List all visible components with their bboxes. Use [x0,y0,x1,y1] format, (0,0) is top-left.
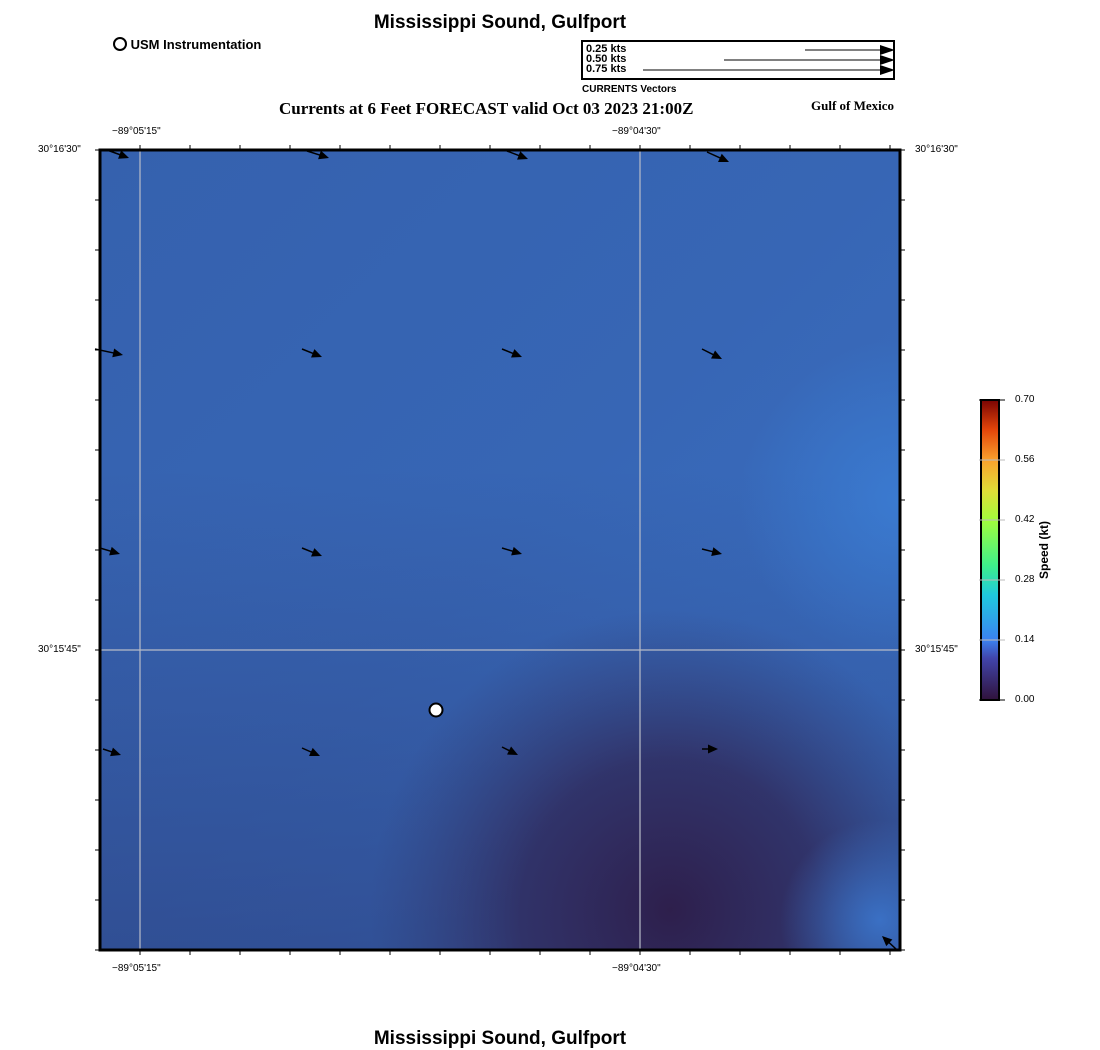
current-arrow-icon [701,348,722,360]
subtitle: Currents at 6 Feet FORECAST valid Oct 03… [279,99,694,118]
current-arrow-icon [94,348,124,358]
vector-legend-caption: CURRENTS Vectors [582,84,677,95]
current-arrow-icon [706,151,730,162]
current-arrow-icon [301,547,322,557]
usm-legend: USM Instrumentation [113,37,261,52]
current-arrow-icon [702,744,718,754]
current-arrow-icon [501,546,523,556]
bottom-tick-2: −89°04'30" [612,963,661,974]
vector-legend: 0.25 kts 0.50 kts 0.75 kts [581,40,895,80]
right-tick-2: 30°15'45" [915,644,958,655]
speed-field [100,150,900,950]
map-title: Mississippi Sound, Gulfport [373,12,627,33]
colorbar-tick-label: 0.28 [1015,574,1035,585]
current-vectors [94,149,897,950]
bottom-tick-1: −89°05'15" [112,963,161,974]
current-arrow-icon [301,747,321,757]
colorbar-tick-label: 0.56 [1015,454,1035,465]
right-tick-1: 30°16'30" [915,144,958,155]
colorbar-tick-label: 0.70 [1015,394,1035,405]
top-tick-1: −89°05'15" [112,126,161,137]
left-tick-2: 30°15'45" [38,644,81,655]
gridlines [100,150,900,950]
current-arrow-icon [882,935,897,950]
vector-legend-arrows [643,45,893,75]
colorbar [980,399,1000,701]
current-arrow-icon [301,348,322,358]
current-arrow-icon [501,746,519,756]
current-arrow-icon [501,348,522,358]
usm-instrument-marker[interactable] [428,702,444,718]
colorbar-tick-label: 0.00 [1015,694,1035,705]
footer-title: Mississippi Sound, Gulfport [373,1028,627,1049]
map-frame [98,148,902,952]
legend-050: 0.50 kts [586,53,627,65]
colorbar-tick-label: 0.14 [1015,634,1035,645]
legend-075: 0.75 kts [586,63,627,75]
colorbar-tick-label: 0.42 [1015,514,1035,525]
current-arrow-icon [506,150,528,160]
axis-ticks [95,145,905,955]
left-tick-1: 30°16'30" [38,144,81,155]
current-arrow-icon [99,546,121,556]
region-label: Gulf of Mexico [811,98,895,113]
top-tick-2: −89°04'30" [612,126,661,137]
colorbar-label: Speed (kt) [1037,520,1052,580]
current-arrow-icon [102,747,121,757]
current-arrow-icon [701,547,722,556]
colorbar-ticks [979,399,1005,701]
current-arrow-icon [306,150,329,160]
instrument-marker-icon [113,37,127,51]
current-arrow-icon [106,149,129,159]
usm-legend-label: USM Instrumentation [130,37,262,52]
legend-025: 0.25 kts [586,43,627,55]
